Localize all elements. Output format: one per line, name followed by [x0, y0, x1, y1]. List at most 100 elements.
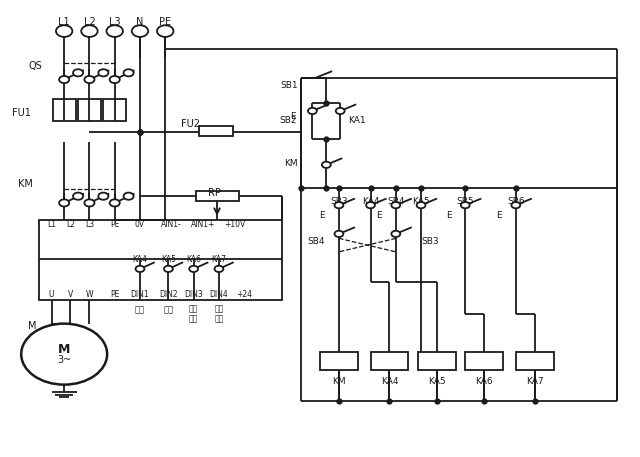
Text: N: N: [136, 17, 143, 27]
Text: KM: KM: [19, 179, 33, 189]
Text: 0V: 0V: [135, 220, 145, 229]
Circle shape: [366, 202, 375, 208]
Circle shape: [59, 76, 69, 83]
Text: M: M: [58, 343, 70, 356]
Circle shape: [109, 76, 120, 83]
Text: KM: KM: [284, 159, 298, 168]
Text: KA5: KA5: [428, 377, 445, 386]
Text: 反转: 反转: [163, 306, 173, 315]
Bar: [78, 99, 101, 121]
Text: SB4: SB4: [387, 197, 404, 206]
Circle shape: [322, 162, 331, 168]
Text: KA5: KA5: [412, 197, 430, 206]
Text: L2: L2: [84, 17, 95, 27]
Circle shape: [99, 69, 108, 76]
Bar: [371, 352, 408, 370]
Circle shape: [56, 25, 72, 37]
Text: SB1: SB1: [280, 81, 298, 90]
Text: KA5: KA5: [161, 255, 176, 264]
Text: KM: KM: [332, 377, 346, 386]
Circle shape: [392, 202, 400, 208]
Bar: [39, 219, 282, 300]
Circle shape: [157, 25, 173, 37]
Circle shape: [308, 108, 317, 114]
Text: E: E: [446, 211, 451, 219]
Text: SB2: SB2: [279, 117, 296, 125]
Circle shape: [132, 25, 148, 37]
Text: DIN2: DIN2: [159, 290, 178, 299]
Text: E: E: [376, 211, 382, 219]
Text: L3: L3: [85, 220, 94, 229]
Text: FU2: FU2: [181, 119, 200, 129]
Circle shape: [214, 266, 223, 272]
Text: SB3: SB3: [330, 197, 348, 206]
Circle shape: [417, 202, 426, 208]
Circle shape: [73, 69, 83, 76]
Text: RP: RP: [208, 188, 221, 197]
Circle shape: [99, 192, 108, 200]
Circle shape: [392, 231, 400, 237]
Bar: [53, 99, 76, 121]
Circle shape: [164, 266, 173, 272]
Text: 3~: 3~: [57, 355, 71, 365]
Text: KA4: KA4: [132, 255, 147, 264]
Text: L3: L3: [109, 17, 120, 27]
Circle shape: [124, 192, 134, 200]
Text: KA7: KA7: [526, 377, 543, 386]
Text: DIN3: DIN3: [184, 290, 203, 299]
Circle shape: [109, 199, 120, 207]
Text: QS: QS: [28, 61, 42, 71]
Circle shape: [335, 231, 344, 237]
Text: V: V: [68, 290, 73, 299]
Text: FU1: FU1: [12, 108, 31, 118]
Text: PE: PE: [110, 290, 120, 299]
Bar: [198, 126, 233, 136]
Text: SB6: SB6: [507, 197, 525, 206]
Bar: [516, 352, 554, 370]
Circle shape: [336, 108, 344, 114]
Text: DIN4: DIN4: [209, 290, 228, 299]
Text: KA4: KA4: [381, 377, 398, 386]
Circle shape: [189, 266, 198, 272]
Circle shape: [124, 69, 134, 76]
Text: KA7: KA7: [211, 255, 227, 264]
Text: L1: L1: [47, 220, 56, 229]
Circle shape: [461, 202, 470, 208]
Text: W: W: [86, 290, 93, 299]
Text: E: E: [496, 211, 502, 219]
Text: M: M: [28, 321, 37, 331]
Text: DIN1: DIN1: [131, 290, 149, 299]
Bar: [465, 352, 503, 370]
Circle shape: [84, 199, 95, 207]
Text: L2: L2: [66, 220, 75, 229]
Text: L1: L1: [58, 17, 70, 27]
Text: AIN1+: AIN1+: [191, 220, 215, 229]
Text: E: E: [291, 112, 296, 121]
Text: +10V: +10V: [224, 220, 245, 229]
Text: U: U: [49, 290, 54, 299]
Text: 反向
点动: 反向 点动: [214, 304, 223, 324]
Text: AIN1-: AIN1-: [161, 220, 182, 229]
Text: SB4: SB4: [308, 238, 325, 246]
Circle shape: [106, 25, 123, 37]
Text: KA1: KA1: [348, 117, 366, 125]
Circle shape: [511, 202, 520, 208]
Bar: [320, 352, 358, 370]
Text: 正转: 正转: [135, 306, 145, 315]
Circle shape: [136, 266, 145, 272]
Text: +24: +24: [236, 290, 252, 299]
Circle shape: [59, 199, 69, 207]
Bar: [418, 352, 456, 370]
Text: 正向
点动: 正向 点动: [189, 304, 198, 324]
Text: E: E: [319, 211, 325, 219]
Text: PE: PE: [110, 220, 120, 229]
Circle shape: [21, 324, 107, 385]
Text: SB5: SB5: [456, 197, 474, 206]
Text: SB3: SB3: [421, 238, 438, 246]
Text: PE: PE: [159, 17, 172, 27]
Circle shape: [335, 202, 344, 208]
Circle shape: [81, 25, 98, 37]
Text: KA6: KA6: [476, 377, 493, 386]
Bar: [103, 99, 126, 121]
Text: KA6: KA6: [186, 255, 201, 264]
